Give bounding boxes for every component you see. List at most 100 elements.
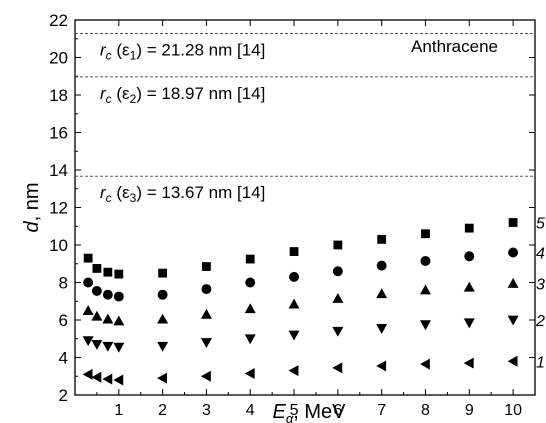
ref-label-mid: (ε (112, 41, 130, 60)
data-point-square (377, 234, 387, 244)
data-point-square (333, 240, 343, 250)
data-point-triangle-left (376, 360, 387, 372)
x-tick-label: 10 (504, 402, 522, 419)
data-point-triangle-down (157, 341, 169, 352)
ref-label-sub: c (106, 49, 112, 63)
data-point-square (289, 247, 299, 256)
data-point-circle (157, 289, 168, 300)
data-point-triangle-down (332, 326, 344, 337)
data-point-triangle-up (157, 313, 169, 324)
y-tick-label: 2 (59, 386, 68, 405)
data-point-triangle-down (200, 338, 212, 348)
series-label: 5 (536, 216, 545, 233)
data-point-circle (376, 260, 387, 271)
data-point-triangle-down (244, 334, 256, 345)
data-point-triangle-left (157, 372, 168, 384)
y-tick-label: 10 (49, 236, 68, 255)
data-point-triangle-left (463, 357, 474, 369)
ref-label-sub: c (106, 191, 112, 205)
ref-label-r: r (100, 84, 107, 103)
y-tick-label: 20 (49, 49, 68, 68)
data-point-circle (420, 255, 431, 266)
data-point-square (508, 218, 518, 227)
data-point-triangle-up (332, 292, 344, 303)
y-axis-label: d, nm (21, 182, 43, 232)
data-point-triangle-down (463, 318, 475, 329)
data-point-square (464, 223, 474, 233)
ref-label-post: ) = 21.28 nm [14] (136, 41, 265, 60)
reference-label: rc (ε3) = 13.67 nm [14] (100, 183, 265, 205)
reference-label: rc (ε2) = 18.97 nm [14] (100, 84, 265, 106)
ref-label-sub: c (106, 92, 112, 106)
ref-label-mid: (ε (112, 84, 130, 103)
series-label: 4 (536, 246, 545, 263)
x-tick-label: 7 (377, 402, 386, 419)
y-tick-label: 18 (49, 86, 68, 105)
x-tick-label: 1 (114, 402, 123, 419)
data-point-triangle-up (113, 315, 125, 326)
data-point-triangle-down (82, 336, 94, 347)
data-point-triangle-down (376, 324, 388, 334)
x-tick-label: 3 (202, 402, 211, 419)
data-point-triangle-down (102, 341, 114, 352)
reference-label: rc (ε1) = 21.28 nm [14] (100, 41, 265, 63)
data-point-triangle-up (200, 308, 212, 319)
y-tick-label: 6 (59, 311, 68, 330)
data-point-triangle-up (419, 284, 431, 295)
y-tick-label: 12 (49, 199, 68, 218)
data-point-triangle-up (463, 281, 475, 292)
data-point-triangle-left (102, 373, 113, 385)
data-point-circle (245, 277, 256, 288)
data-point-triangle-up (82, 305, 94, 316)
data-point-triangle-left (332, 362, 343, 374)
series-label: 1 (536, 354, 545, 371)
y-tick-label: 22 (49, 11, 68, 30)
ref-label-r: r (100, 183, 107, 202)
data-point-triangle-up (102, 313, 114, 324)
y-tick-label: 16 (49, 124, 68, 143)
data-point-triangle-up (244, 303, 256, 314)
data-point-triangle-left (419, 358, 430, 370)
x-axis-label-sub: α (286, 411, 294, 423)
anthracene-annotation: Anthracene (411, 37, 498, 56)
data-point-circle (508, 247, 519, 258)
data-point-square (83, 253, 93, 263)
data-point-square (92, 264, 102, 273)
ref-label-sub2: 2 (130, 92, 137, 106)
data-point-square (245, 254, 255, 264)
data-point-circle (102, 289, 113, 300)
data-point-square (202, 262, 211, 271)
ref-label-sub2: 1 (130, 49, 137, 63)
ref-label-mid: (ε (112, 183, 130, 202)
y-axis-label-unit: , nm (21, 182, 43, 221)
data-point-triangle-left (507, 355, 518, 367)
data-point-triangle-left (288, 365, 299, 377)
x-tick-label: 4 (246, 402, 255, 419)
series-label: 3 (536, 276, 545, 293)
data-point-circle (289, 271, 299, 282)
plot-frame (74, 19, 536, 396)
data-point-circle (113, 291, 124, 302)
ref-label-sub2: 3 (130, 191, 137, 205)
data-point-triangle-left (200, 370, 211, 382)
y-tick-label: 8 (59, 274, 68, 293)
data-point-triangle-left (91, 371, 102, 383)
data-point-triangle-up (91, 310, 103, 321)
x-axis-label: Eα, MeV (272, 401, 346, 423)
data-point-triangle-down (91, 339, 103, 350)
data-point-triangle-down (507, 315, 519, 326)
y-axis-label-var: d (21, 221, 43, 233)
series-label: 2 (535, 313, 545, 330)
x-tick-label: 5 (290, 402, 299, 419)
data-point-triangle-down (419, 320, 431, 331)
ref-label-r: r (100, 41, 107, 60)
data-point-circle (83, 277, 94, 288)
data-point-triangle-down (113, 342, 125, 353)
x-tick-label: 6 (333, 402, 342, 419)
data-point-square (114, 269, 124, 279)
ref-label-post: ) = 13.67 nm [14] (136, 183, 265, 202)
data-point-triangle-up (376, 288, 388, 299)
x-axis-label-var: E (272, 401, 286, 423)
x-tick-label: 9 (465, 402, 474, 419)
